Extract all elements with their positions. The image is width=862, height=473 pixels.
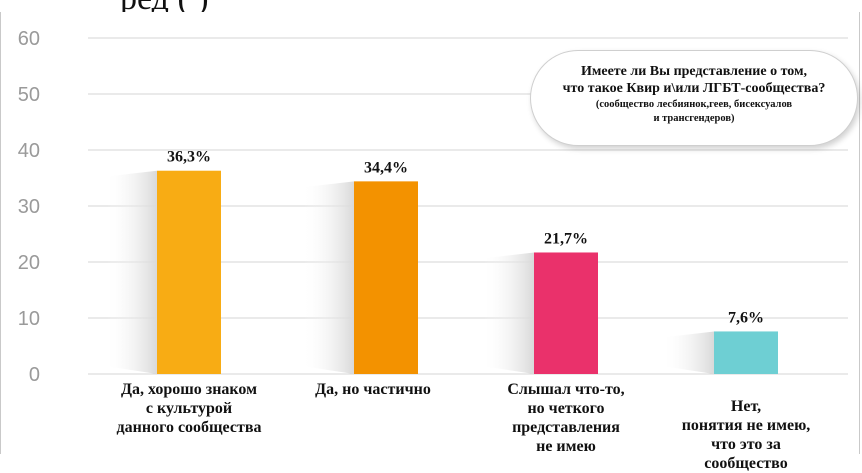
bar: [714, 331, 778, 374]
category-label-line: Да, но частично: [315, 381, 431, 398]
cropped-heading-strip: ред ( ): [0, 0, 862, 12]
data-label: 7,6%: [728, 309, 764, 326]
category-label-line: сообщество: [704, 455, 788, 472]
callout-note-line-2: и трансгендеров): [653, 113, 735, 124]
bar: [354, 181, 418, 374]
bar-shadow: [105, 170, 157, 374]
question-callout: Имеете ли Вы представление о том, что та…: [530, 50, 858, 146]
category-label: Да, но частично: [273, 380, 473, 399]
y-tick-label: 60: [18, 28, 40, 50]
category-label: Нет, понятия не имею, что это за сообщество: [646, 397, 846, 473]
category-label-line: не имею: [536, 438, 596, 455]
callout-note-line-1: (сообщество лесбиянок,геев, бисексуалов: [595, 99, 793, 110]
y-tick-label: 0: [29, 364, 40, 386]
category-label-line: данного сообщества: [116, 419, 262, 436]
category-label: Слышал что-то, но четкого представления не …: [466, 380, 666, 456]
bar-shadow: [302, 181, 354, 374]
chart-frame: [0, 12, 860, 454]
category-label-line: Нет,: [730, 398, 762, 415]
category-label-line: Да, хорошо знаком: [120, 381, 258, 398]
data-label: 21,7%: [544, 230, 588, 247]
bar-chart: 0 10 20 30 40 50 60 36,3% 34,4% 21,7% 7,6%: [18, 28, 848, 386]
y-tick-label: 10: [18, 308, 40, 330]
bar-shadow: [662, 331, 714, 374]
y-tick-label: 20: [18, 252, 40, 274]
y-tick-label: 50: [18, 84, 40, 106]
bar-shadow: [482, 252, 534, 374]
y-tick-label: 30: [18, 196, 40, 218]
category-label-line: но четкого: [527, 400, 605, 417]
data-label: 36,3%: [167, 149, 211, 166]
callout-question-line-2: что такое Квир и\или ЛГБТ-сообщества?: [562, 81, 826, 96]
bar: [157, 170, 221, 374]
callout-question-line-1: Имеете ли Вы представление о том,: [580, 64, 808, 79]
bar: [534, 252, 598, 374]
data-label: 34,4%: [364, 159, 408, 176]
category-label-line: с культурой: [145, 400, 233, 417]
category-label-line: представления: [512, 419, 620, 436]
y-tick-label: 40: [18, 140, 40, 162]
category-label-line: что это за: [711, 436, 781, 453]
category-label: Да, хорошо знаком с культурой данного сооб…: [89, 380, 289, 437]
category-label-line: понятия не имею,: [681, 417, 811, 434]
cropped-heading-text: ред ( ): [120, 0, 209, 12]
category-label-line: Слышал что-то,: [507, 381, 625, 398]
